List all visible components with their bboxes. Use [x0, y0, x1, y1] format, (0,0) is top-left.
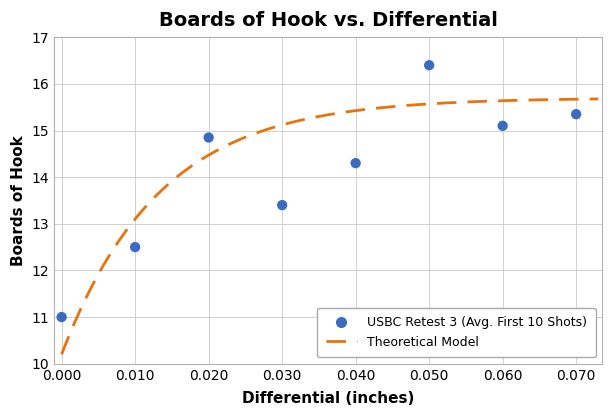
Y-axis label: Boards of Hook: Boards of Hook [11, 135, 26, 266]
Title: Boards of Hook vs. Differential: Boards of Hook vs. Differential [159, 11, 498, 30]
Point [498, 123, 508, 129]
Point [57, 314, 67, 320]
Point [571, 111, 581, 118]
Point [277, 202, 287, 208]
Point [351, 160, 360, 166]
Legend: USBC Retest 3 (Avg. First 10 Shots), Theoretical Model: USBC Retest 3 (Avg. First 10 Shots), The… [317, 308, 596, 357]
X-axis label: Differential (inches): Differential (inches) [242, 391, 414, 406]
Point [204, 134, 213, 141]
Point [130, 244, 140, 251]
Point [424, 62, 434, 68]
